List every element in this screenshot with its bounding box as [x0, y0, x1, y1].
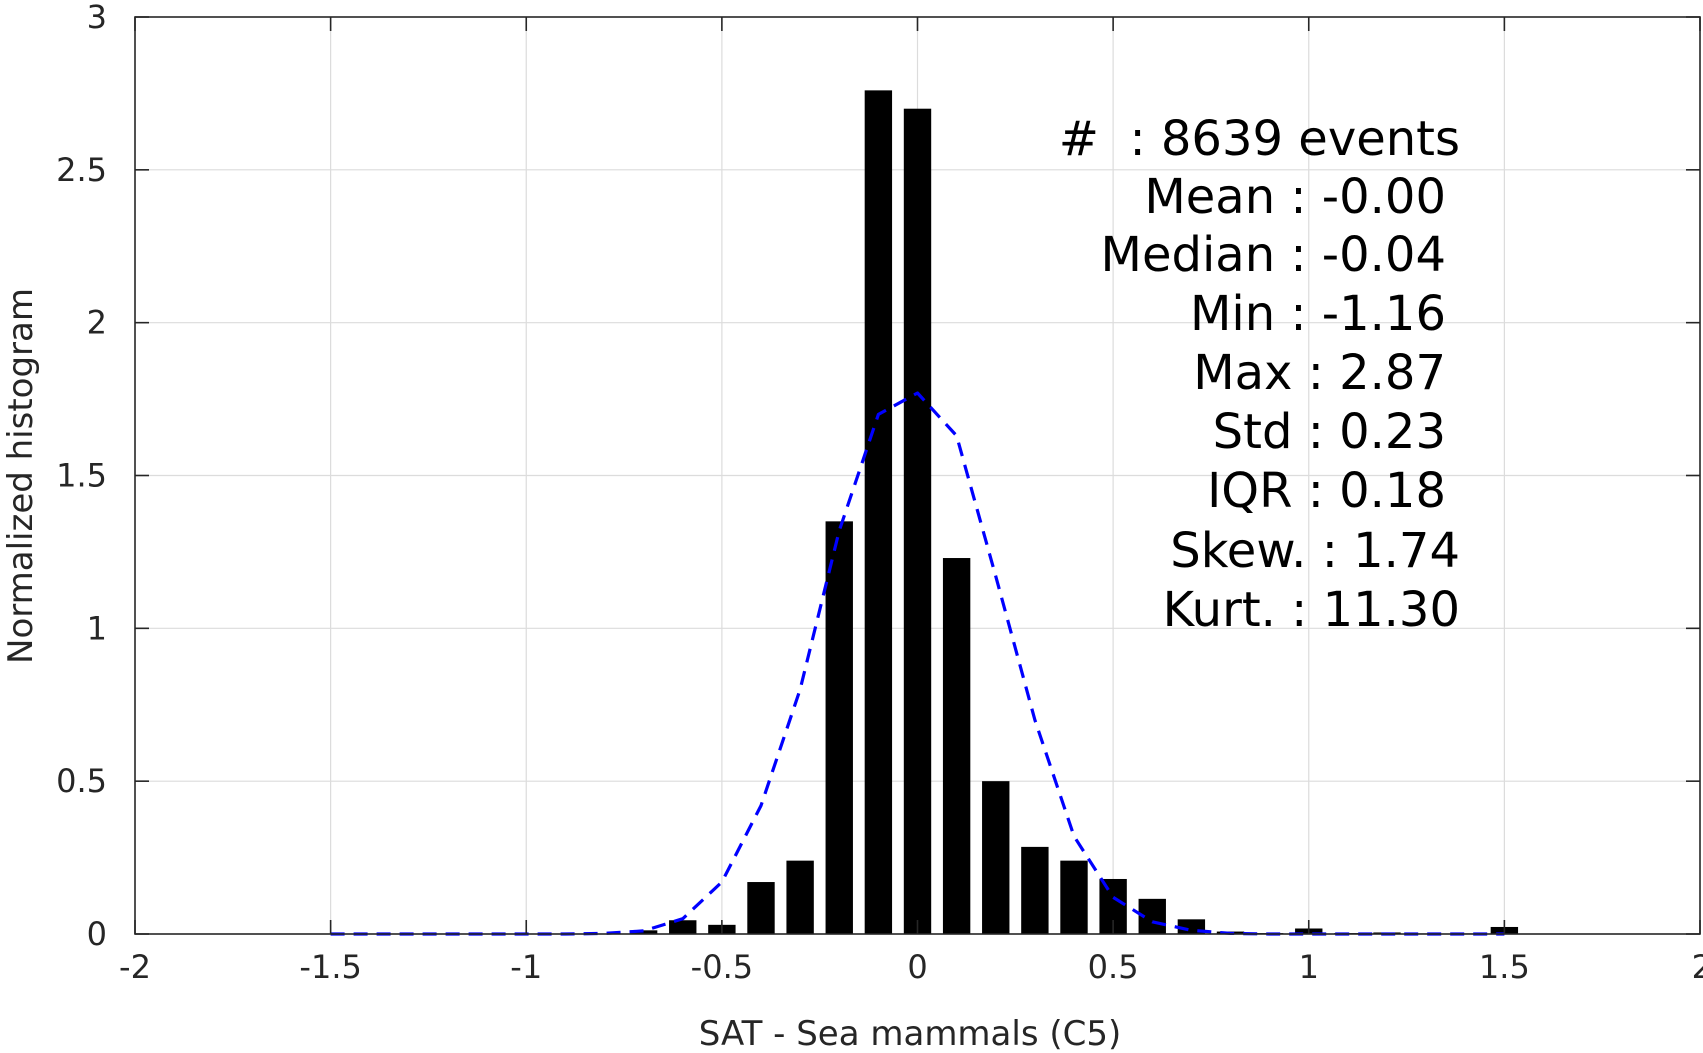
x-axis-label: SAT - Sea mammals (C5) — [699, 1014, 1122, 1053]
stat-count: # : 8639 events — [1059, 111, 1460, 167]
stat-max: Max : 2.87 — [1193, 345, 1446, 401]
x-tick-label: -2 — [119, 948, 151, 986]
x-tick-label: 0 — [907, 948, 927, 986]
y-tick-label: 2.5 — [56, 151, 107, 189]
histogram-bar — [864, 90, 893, 935]
stat-kurt: Kurt. : 11.30 — [1163, 582, 1460, 638]
statistics-annotation: # : 8639 events Mean : -0.00 Median : -0… — [1059, 111, 1460, 638]
y-tick-label: 0.5 — [56, 762, 107, 800]
tick-labels: -2 -1.5 -1 -0.5 0 0.5 1 1.5 2 0 0.5 1 1.5 2 2.5 3 — [56, 0, 1703, 986]
histogram-bar — [903, 108, 932, 934]
y-tick-label: 1.5 — [56, 457, 107, 495]
histogram-bar — [747, 882, 775, 934]
x-tick-label: 0.5 — [1088, 948, 1139, 986]
x-tick-label: -1 — [510, 948, 542, 986]
histogram-bar — [942, 558, 971, 934]
stat-std: Std : 0.23 — [1213, 404, 1446, 460]
axes — [134, 16, 1701, 935]
x-tick-label: 2 — [1692, 948, 1703, 986]
fit-curve — [330, 391, 1505, 936]
y-tick-label: 3 — [87, 0, 107, 36]
histogram-bars — [629, 90, 1519, 935]
stat-mean: Mean : -0.00 — [1144, 169, 1446, 225]
histogram-bar — [982, 781, 1010, 934]
histogram-bar — [825, 521, 853, 934]
fit-curve-layer — [330, 391, 1505, 936]
x-tick-label: 1 — [1299, 948, 1319, 986]
x-tick-label: 1.5 — [1479, 948, 1530, 986]
stat-min: Min : -1.16 — [1190, 286, 1446, 342]
y-axis-label: Normalized histogram — [1, 288, 41, 664]
histogram-bar — [1060, 860, 1088, 934]
y-tick-label: 1 — [87, 609, 107, 647]
y-tick-label: 2 — [87, 304, 107, 342]
histogram-bar — [1021, 846, 1049, 934]
stat-skew: Skew. : 1.74 — [1170, 523, 1460, 579]
stat-median: Median : -0.04 — [1101, 227, 1446, 283]
x-tick-label: -0.5 — [691, 948, 753, 986]
histogram-bar — [669, 920, 697, 934]
histogram-bar — [786, 860, 814, 934]
x-tick-label: -1.5 — [299, 948, 361, 986]
y-tick-label: 0 — [87, 915, 107, 953]
stat-iqr: IQR : 0.18 — [1207, 463, 1446, 519]
histogram-bar — [629, 930, 658, 934]
